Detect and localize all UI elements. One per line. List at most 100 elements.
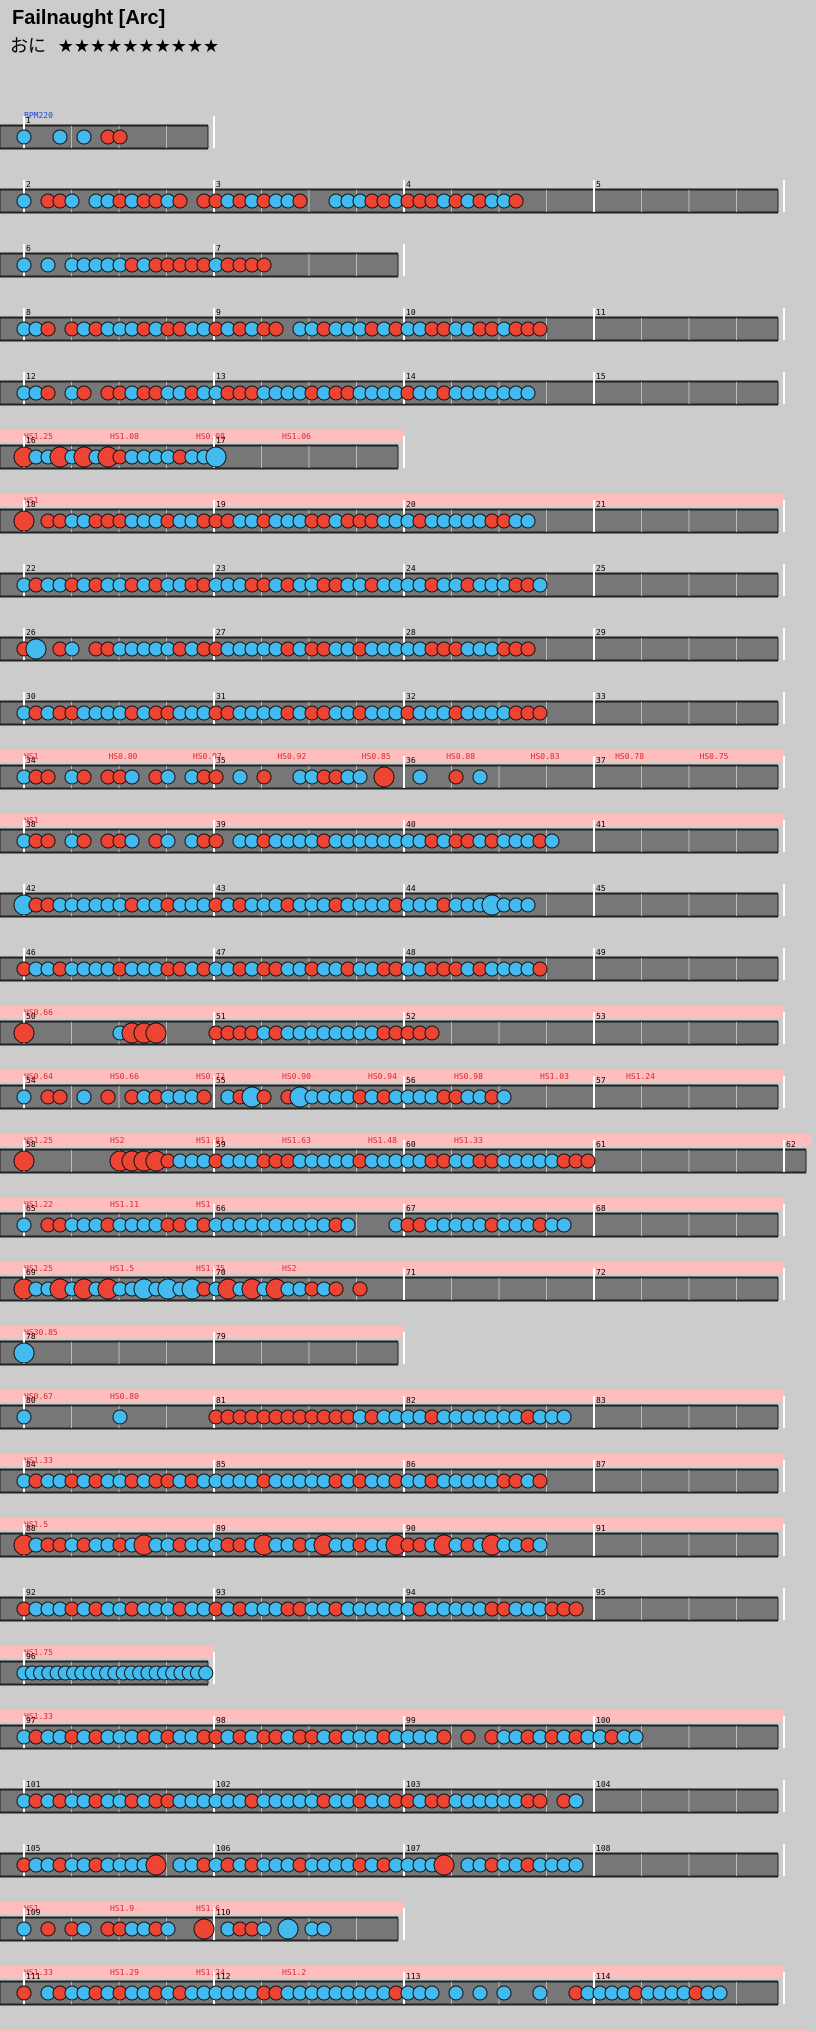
measure-number: 20 [406, 500, 416, 509]
don-note [532, 961, 548, 977]
measure-number: 66 [216, 1204, 226, 1213]
measure-number: 90 [406, 1524, 416, 1533]
don-note [256, 257, 272, 273]
speed-change-label: HS0.75 [700, 752, 729, 761]
measure-number: 101 [26, 1780, 41, 1789]
measure-number: 100 [596, 1716, 611, 1725]
don-note [40, 833, 56, 849]
measure-number: 44 [406, 884, 416, 893]
measure-number: 34 [26, 756, 36, 765]
don-note [532, 1473, 548, 1489]
speed-change-band [0, 1006, 784, 1018]
speed-change-label: HS1 [196, 1200, 211, 1209]
measure-number: 3 [216, 180, 221, 189]
don-note [532, 705, 548, 721]
measure-number: 21 [596, 500, 606, 509]
speed-change-label: HS1.06 [282, 432, 311, 441]
measure-number: 79 [216, 1332, 226, 1341]
speed-change-label: HS1.75 [196, 1264, 225, 1273]
ka-note [16, 1409, 32, 1425]
don-note [532, 321, 548, 337]
don-note [40, 1921, 56, 1937]
ka-note [472, 769, 488, 785]
measure-number: 47 [216, 948, 226, 957]
speed-change-label: HS0.94 [368, 1072, 397, 1081]
measure-number: 16 [26, 436, 36, 445]
don-note [520, 641, 536, 657]
speed-change-label: HS1.24 [626, 1072, 655, 1081]
measure-number: 67 [406, 1204, 416, 1213]
ka-note [424, 1985, 440, 2001]
don-note [16, 1985, 32, 2001]
speed-change-band [0, 750, 784, 762]
measure-number: 94 [406, 1588, 416, 1597]
speed-change-label: HS1 [24, 1904, 39, 1913]
measure-number: 83 [596, 1396, 606, 1405]
speed-change-band [0, 1710, 784, 1722]
measure-number: 25 [596, 564, 606, 573]
ka-note [496, 1985, 512, 2001]
speed-change-band [0, 1262, 784, 1274]
speed-change-band [0, 2030, 812, 2032]
measure-number: 97 [26, 1716, 36, 1725]
speed-change-label: HS1.29 [110, 1968, 139, 1977]
measure-number: 24 [406, 564, 416, 573]
speed-change-band [0, 1966, 784, 1978]
measure-number: 28 [406, 628, 416, 637]
don-note [196, 1089, 212, 1105]
measure-number: 109 [26, 1908, 41, 1917]
measure-number: 108 [596, 1844, 611, 1853]
ka-note [76, 1921, 92, 1937]
don-note [76, 833, 92, 849]
measure-number: 10 [406, 308, 416, 317]
difficulty-star-icon: ★ [203, 36, 220, 57]
speed-change-label: HS0.64 [24, 1072, 53, 1081]
ka-note [52, 129, 68, 145]
speed-change-label: HS1.33 [454, 1136, 483, 1145]
speed-change-label: HS2 [110, 1136, 125, 1145]
speed-change-label: HS0.78 [615, 752, 644, 761]
measure-number: 35 [216, 756, 226, 765]
measure-number: 27 [216, 628, 226, 637]
bpm-label: BPM220 [24, 111, 53, 120]
difficulty-label: おに [10, 36, 46, 57]
ka-note [532, 1985, 548, 2001]
speed-change-band [0, 1134, 812, 1146]
don-note [508, 193, 524, 209]
measure-number: 72 [596, 1268, 606, 1277]
speed-change-label: HS1.5 [110, 1264, 134, 1273]
measure-number: 62 [786, 1140, 796, 1149]
ka-note [448, 1985, 464, 2001]
speed-change-band [0, 1326, 404, 1338]
measure-number: 82 [406, 1396, 416, 1405]
ka-note [40, 257, 56, 273]
measure-number: 9 [216, 308, 221, 317]
measure-number: 19 [216, 500, 226, 509]
speed-change-band [0, 1902, 404, 1914]
speed-change-label: HS1.9 [110, 1904, 134, 1913]
speed-change-label: HS0.83 [531, 752, 560, 761]
don-note [40, 385, 56, 401]
difficulty-stars: ★★★★★★★★★★ [58, 36, 219, 58]
speed-change-label: HS1.63 [282, 1136, 311, 1145]
speed-change-label: HS2 [282, 1264, 297, 1273]
measure-number: 30 [26, 692, 36, 701]
ka-note [64, 641, 80, 657]
measure-number: 84 [26, 1460, 36, 1469]
don-note [208, 769, 224, 785]
don-note [193, 1918, 215, 1940]
ka-note [472, 1985, 488, 2001]
measure-number: 40 [406, 820, 416, 829]
measure-number: 33 [596, 692, 606, 701]
ka-note [112, 1409, 128, 1425]
difficulty-star-icon: ★ [138, 36, 155, 57]
ka-note [712, 1985, 728, 2001]
speed-change-label: HS0.66 [24, 1008, 53, 1017]
ka-note [520, 513, 536, 529]
speed-change-label: HS1.2 [282, 1968, 306, 1977]
ka-note [16, 257, 32, 273]
ka-note [532, 1537, 548, 1553]
measure-number: 8 [26, 308, 31, 317]
